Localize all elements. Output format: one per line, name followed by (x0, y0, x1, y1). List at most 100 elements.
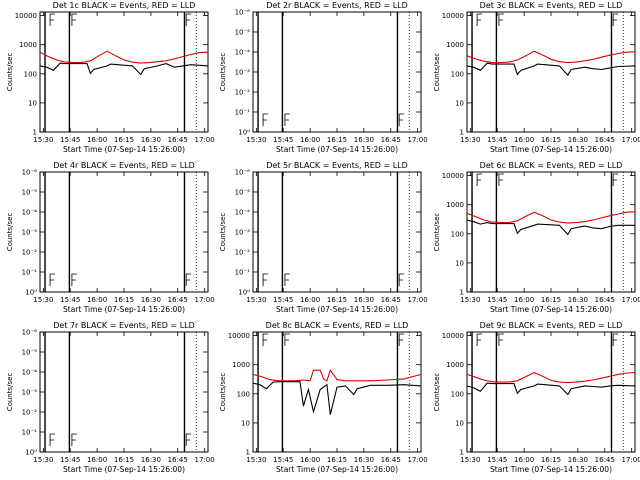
x-tick-label: 15:30 (33, 296, 53, 304)
plot-frame (39, 171, 209, 293)
x-tick-label: 16:45 (381, 456, 401, 464)
panel-5: Det 5r BLACK = Events, RED = LLD Counts/s… (219, 161, 428, 314)
y-tick-label: 10 (241, 419, 250, 427)
x-tick-label: 16:15 (327, 136, 347, 144)
segment-marker (262, 333, 269, 346)
y-tick-label: 10000 (442, 12, 464, 20)
x-tick-label: 17:00 (408, 456, 428, 464)
y-tick-label: 10⁻⁵ (235, 189, 251, 197)
y-tick-label: 10 (455, 99, 464, 107)
events-series-line (466, 382, 636, 396)
panel-2: Det 2r BLACK = Events, RED = LLD Counts/s… (219, 1, 428, 154)
segment-marker (49, 433, 56, 446)
y-axis-label: Counts/sec (6, 213, 14, 252)
lld-series-line (39, 50, 209, 64)
x-tick-label: 16:30 (141, 456, 161, 464)
y-tick-label: 10⁻⁴ (22, 369, 38, 377)
x-tick-label: 15:45 (273, 136, 293, 144)
plot-frame (466, 331, 636, 453)
y-tick-label: 10⁻³ (22, 389, 38, 397)
x-tick-label: 16:30 (354, 296, 374, 304)
y-tick-label: 10⁻⁶ (235, 9, 251, 17)
x-tick-label: 16:45 (595, 296, 615, 304)
x-tick-label: 16:45 (595, 456, 615, 464)
lld-series-line (466, 371, 636, 384)
x-axis-label: Start Time (07-Sep-14 15:26:00) (276, 145, 398, 154)
x-tick-label: 15:30 (460, 456, 480, 464)
y-tick-label: 100 (451, 390, 464, 398)
x-tick-label: 16:15 (327, 456, 347, 464)
y-tick-label: 10⁰ (238, 129, 250, 137)
segment-marker (71, 13, 77, 26)
events-series-line (252, 381, 422, 415)
y-tick-label: 10⁻⁶ (22, 329, 38, 337)
y-tick-label: 10⁻² (22, 249, 38, 257)
y-tick-label: 10⁻² (235, 249, 251, 257)
x-tick-label: 16:15 (114, 296, 134, 304)
y-tick-label: 100 (451, 70, 464, 78)
panel-9: Det 9c BLACK = Events, RED = LLD Counts/s… (433, 321, 640, 474)
y-axis-label: Counts/sec (6, 373, 14, 412)
y-tick-label: 10⁻¹ (235, 109, 251, 117)
events-series-line (466, 219, 635, 236)
x-tick-label: 17:00 (195, 456, 215, 464)
panel-title: Det 3c BLACK = Events, RED = LLD (480, 1, 623, 10)
y-tick-label: 100 (24, 70, 37, 78)
x-tick-label: 15:45 (273, 296, 293, 304)
x-tick-label: 15:30 (460, 296, 480, 304)
x-tick-label: 16:30 (354, 136, 374, 144)
x-tick-label: 16:00 (300, 136, 320, 144)
x-tick-label: 17:00 (408, 296, 428, 304)
segment-marker (185, 273, 192, 286)
segment-marker (49, 13, 56, 26)
y-tick-label: 10⁻⁵ (22, 189, 38, 197)
x-tick-label: 15:45 (487, 456, 507, 464)
segment-marker (498, 173, 504, 186)
y-tick-label: 100 (451, 230, 464, 238)
segment-marker (476, 173, 483, 186)
x-tick-label: 16:15 (541, 296, 561, 304)
y-axis-label: Counts/sec (6, 53, 14, 92)
segment-marker (185, 433, 192, 446)
segment-marker (284, 113, 290, 126)
plot-frame (39, 11, 209, 133)
y-tick-label: 10000 (442, 172, 464, 180)
panel-title: Det 2r BLACK = Events, RED = LLD (266, 1, 408, 10)
y-tick-label: 1 (246, 449, 250, 457)
events-series-line (466, 62, 636, 77)
segment-marker (476, 13, 483, 26)
x-tick-label: 15:30 (460, 136, 480, 144)
panel-title: Det 4r BLACK = Events, RED = LLD (53, 161, 195, 170)
x-tick-label: 16:00 (514, 296, 534, 304)
segment-marker (262, 113, 269, 126)
y-tick-label: 10⁻⁴ (235, 209, 251, 217)
y-tick-label: 1000 (19, 41, 37, 49)
y-axis-label: Counts/sec (433, 373, 441, 412)
panel-6: Det 6c BLACK = Events, RED = LLD Counts/s… (433, 161, 640, 314)
panel-title: Det 7r BLACK = Events, RED = LLD (53, 321, 195, 330)
x-axis-label: Start Time (07-Sep-14 15:26:00) (276, 305, 398, 314)
y-axis-label: Counts/sec (433, 53, 441, 92)
x-tick-label: 16:00 (87, 136, 107, 144)
plot-frame (39, 331, 209, 453)
x-tick-label: 15:45 (60, 296, 80, 304)
y-tick-label: 10000 (15, 12, 37, 20)
x-axis-label: Start Time (07-Sep-14 15:26:00) (490, 465, 612, 474)
y-tick-label: 1 (33, 129, 37, 137)
x-tick-label: 16:15 (327, 296, 347, 304)
y-tick-label: 10⁻⁴ (235, 49, 251, 57)
y-tick-label: 10⁻¹ (22, 269, 38, 277)
y-tick-label: 10⁰ (25, 289, 37, 297)
y-tick-label: 1000 (446, 41, 464, 49)
x-tick-label: 17:00 (622, 456, 640, 464)
plot-frame (466, 171, 636, 293)
x-tick-label: 16:30 (141, 136, 161, 144)
x-axis-label: Start Time (07-Sep-14 15:26:00) (276, 465, 398, 474)
y-tick-label: 10⁻¹ (22, 429, 38, 437)
panel-1: Det 1c BLACK = Events, RED = LLD Counts/s… (6, 1, 215, 154)
segment-marker (398, 273, 405, 286)
x-tick-label: 17:00 (195, 136, 215, 144)
lld-series-line (466, 211, 636, 224)
y-tick-label: 10⁰ (25, 449, 37, 457)
y-tick-label: 10⁻³ (235, 229, 251, 237)
